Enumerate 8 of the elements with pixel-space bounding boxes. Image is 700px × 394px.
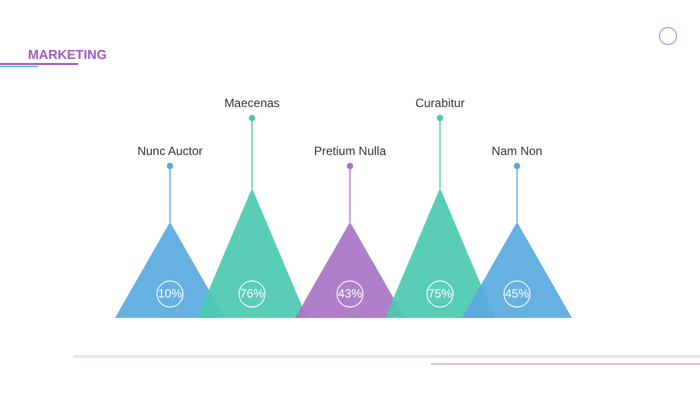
category-label: Curabitur <box>415 96 465 110</box>
data-label: 75% <box>428 286 452 300</box>
data-label: 43% <box>338 286 362 300</box>
text: MARKETING <box>28 47 107 62</box>
data-label: 76% <box>240 286 264 300</box>
data-label: 10% <box>158 286 182 300</box>
data-label: 45% <box>504 286 530 300</box>
category-label: Maecenas <box>224 96 280 110</box>
